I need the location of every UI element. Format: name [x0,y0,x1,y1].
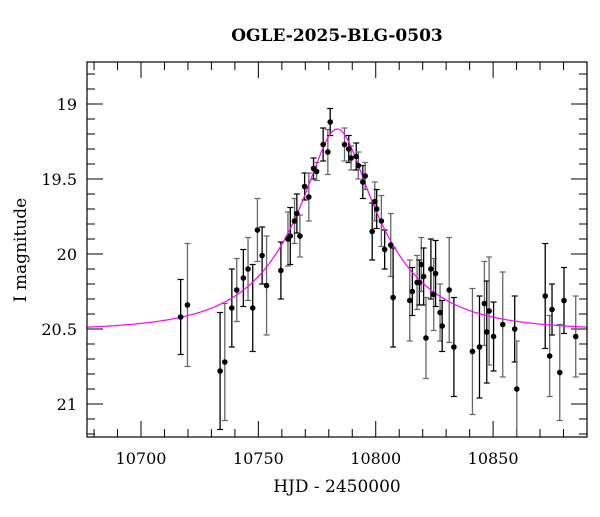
data-point [217,368,223,374]
y-tick-label: 20.5 [41,320,77,339]
data-point [446,287,453,293]
data-point [390,294,396,301]
data-point [369,228,376,235]
data-point [341,141,348,148]
data-point [294,210,300,217]
data-point [483,329,490,335]
x-tick-label: 10800 [350,449,401,468]
data-point [451,344,457,350]
data-point [355,162,362,169]
data-point [245,266,251,272]
data-points [177,119,579,392]
data-point [278,267,284,274]
data-point [428,266,434,272]
data-point [254,227,261,233]
data-point [313,168,320,175]
x-axis-label: HJD - 2450000 [273,477,401,497]
data-point [229,305,235,311]
data-point [511,326,518,332]
data-point [542,293,549,299]
data-point [297,233,303,239]
data-point [378,218,385,224]
data-point [418,261,425,268]
data-point [360,179,366,185]
data-point [430,291,437,298]
data-point [556,369,563,376]
data-point [327,119,333,125]
data-point [490,333,497,340]
data-point [325,149,331,155]
data-point [348,155,354,161]
data-point [549,306,555,313]
data-point [572,333,579,340]
data-point [287,233,294,239]
data-point [306,194,312,200]
data-point [373,206,380,212]
data-point [259,252,265,259]
data-point [263,282,270,289]
data-point [420,273,427,280]
data-point [476,344,483,350]
data-point [387,242,394,248]
model-curve [87,128,587,328]
data-point [177,314,184,320]
data-point [481,300,488,307]
data-point [381,246,388,253]
plot-frame [86,61,588,438]
data-point [233,287,240,293]
data-point [406,297,413,304]
data-point [432,270,439,277]
y-tick-label: 19.5 [41,170,77,189]
data-point [371,198,378,205]
data-point [514,386,520,392]
y-tick-label: 20 [57,245,77,264]
data-point [184,302,191,308]
data-point [439,323,445,329]
y-tick-label: 21 [57,395,77,414]
data-point [362,173,368,179]
data-point [320,141,326,148]
data-point [423,335,429,341]
y-tick-label: 19 [57,95,77,114]
y-axis-label: I magnitude [11,198,31,302]
data-point [221,359,228,365]
data-point [291,218,298,224]
data-point [301,183,308,190]
data-point [416,279,423,286]
data-point [486,308,492,314]
data-point [249,305,256,311]
axis-ticks [87,62,588,437]
x-tick-label: 10750 [233,449,284,468]
x-tick-label: 10700 [116,449,167,468]
data-point [353,153,360,160]
tick-labels: 10700 10750 10800 10850 19 19.5 20 20.5 21 [41,95,518,468]
data-point [345,146,352,152]
data-point [546,353,553,359]
x-tick-label: 10850 [468,449,519,468]
data-point [240,275,247,281]
data-point [437,309,443,316]
data-point [409,288,416,295]
chart-title: OGLE-2025-BLG-0503 [231,26,443,46]
data-point [469,348,476,355]
data-point [561,297,567,304]
data-point [499,321,506,328]
